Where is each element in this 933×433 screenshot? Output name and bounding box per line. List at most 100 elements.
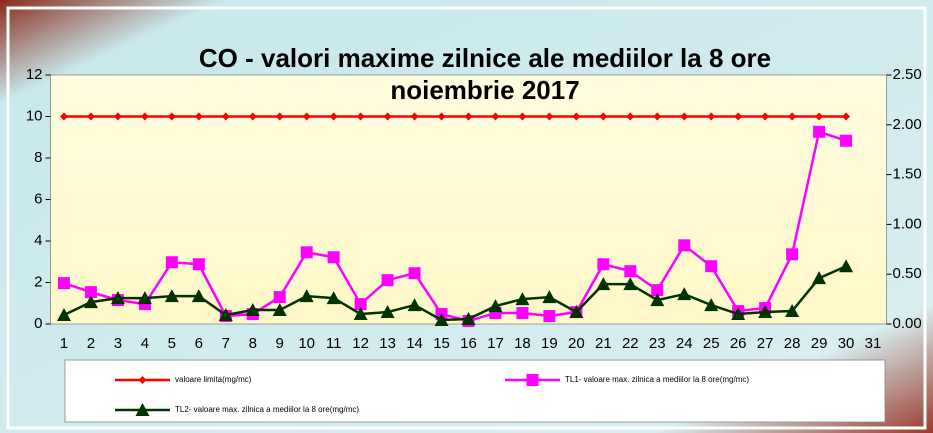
point <box>569 305 584 319</box>
x-tick-label: 27 <box>757 335 774 352</box>
point <box>812 271 827 285</box>
point <box>59 112 68 121</box>
y2-tick-label: 2.00 <box>893 116 922 133</box>
point <box>599 112 608 121</box>
x-tick-label: 8 <box>249 335 257 352</box>
x-tick-label: 26 <box>730 335 747 352</box>
point <box>437 112 446 121</box>
x-tick-label: 17 <box>487 335 504 352</box>
x-tick-label: 20 <box>568 335 585 352</box>
point <box>840 134 853 147</box>
point <box>731 307 746 321</box>
point <box>707 112 716 121</box>
point <box>758 305 773 319</box>
point <box>408 267 421 280</box>
point <box>677 287 692 301</box>
point <box>327 251 340 264</box>
point <box>516 307 529 320</box>
point <box>302 112 311 121</box>
y2-tick-label: 1.00 <box>893 215 922 232</box>
point <box>84 286 97 299</box>
point <box>488 299 503 313</box>
x-tick-label: 24 <box>676 335 693 352</box>
point <box>113 112 122 121</box>
x-tick-label: 30 <box>838 335 855 352</box>
legend-box <box>64 359 886 423</box>
legend-marker <box>526 374 539 386</box>
point <box>788 112 797 121</box>
x-tick-label: 15 <box>433 335 450 352</box>
point <box>842 112 851 121</box>
point <box>272 303 287 317</box>
y2-tick-label: 0.00 <box>893 315 922 332</box>
point <box>354 298 367 311</box>
point <box>110 291 125 305</box>
y2-tick-label: 1.50 <box>893 166 922 183</box>
y2-tick-label: 2.50 <box>893 66 922 83</box>
point <box>192 258 205 271</box>
x-tick-label: 6 <box>195 335 203 352</box>
point <box>491 112 500 121</box>
point <box>572 112 581 121</box>
y-tick-label: 6 <box>34 190 42 207</box>
y-tick-label: 12 <box>26 66 43 83</box>
point <box>56 308 71 322</box>
point <box>83 295 98 309</box>
point <box>164 289 179 303</box>
x-tick-label: 21 <box>595 335 612 352</box>
point <box>165 256 178 269</box>
legend-marker <box>135 403 150 416</box>
point <box>218 308 233 322</box>
x-tick-label: 28 <box>784 335 801 352</box>
point <box>464 112 473 121</box>
legend-label: TL1- valoare max. zilnica a mediilor la … <box>565 375 749 384</box>
point <box>542 290 557 304</box>
point <box>597 258 610 271</box>
legend-marker <box>138 376 147 384</box>
frame <box>6 6 927 430</box>
point <box>191 289 206 303</box>
point <box>543 310 556 323</box>
y-tick-label: 10 <box>26 107 43 124</box>
legend-label: valoare limita(mg/mc) <box>175 375 252 384</box>
point <box>329 112 338 121</box>
point <box>248 112 257 121</box>
x-tick-label: 12 <box>352 335 369 352</box>
point <box>140 112 149 121</box>
x-tick-label: 16 <box>460 335 477 352</box>
point <box>245 303 260 317</box>
y-tick-label: 0 <box>34 315 42 332</box>
point <box>275 112 284 121</box>
point <box>839 259 854 273</box>
x-tick-label: 22 <box>622 335 639 352</box>
point <box>273 291 286 304</box>
point <box>380 305 395 319</box>
point <box>785 304 800 318</box>
point <box>86 112 95 121</box>
point <box>194 112 203 121</box>
x-tick-label: 3 <box>114 335 122 352</box>
x-tick-label: 18 <box>514 335 531 352</box>
point <box>653 112 662 121</box>
x-tick-label: 11 <box>326 335 342 352</box>
x-tick-label: 1 <box>60 335 68 352</box>
y-tick-label: 4 <box>34 232 42 249</box>
x-tick-label: 31 <box>865 335 882 352</box>
point <box>596 277 611 291</box>
point <box>515 292 530 306</box>
point <box>326 291 341 305</box>
x-tick-label: 7 <box>222 335 230 352</box>
point <box>626 112 635 121</box>
x-tick-label: 19 <box>541 335 558 352</box>
point <box>815 112 824 121</box>
point <box>705 260 718 273</box>
chart-title: CO - valori maxime zilnice ale mediilor … <box>199 43 771 73</box>
point <box>57 277 70 290</box>
y-tick-label: 8 <box>34 149 42 166</box>
x-tick-label: 13 <box>379 335 396 352</box>
point <box>461 312 476 326</box>
point <box>704 298 719 312</box>
point <box>813 125 826 138</box>
point <box>678 239 691 252</box>
